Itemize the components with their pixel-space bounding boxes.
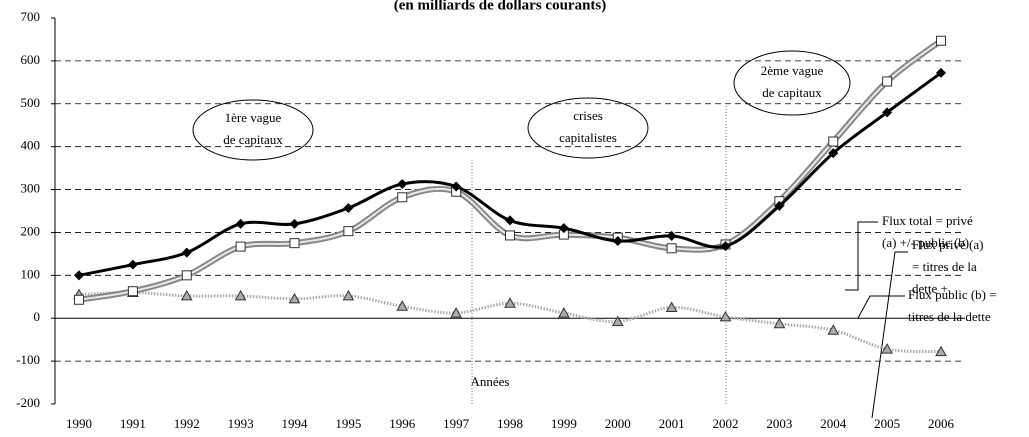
annotation-text: Flux public (b) = — [908, 287, 997, 302]
point — [881, 343, 893, 354]
x-tick-label: 1992 — [174, 416, 200, 431]
x-tick-label: 1990 — [66, 416, 92, 431]
point — [288, 292, 301, 304]
annotation-ellipse — [733, 50, 851, 116]
point — [289, 238, 300, 249]
point — [827, 324, 840, 335]
annotation-text: de capitaux — [762, 85, 822, 100]
x-tick-label: 1999 — [551, 416, 577, 431]
point — [235, 241, 246, 252]
point — [396, 300, 409, 311]
point — [74, 270, 84, 281]
callout-line — [871, 251, 908, 419]
point — [828, 136, 839, 147]
point — [234, 289, 247, 301]
point — [882, 76, 893, 87]
x-tick-label: 1991 — [120, 416, 146, 431]
x-tick-label: 1994 — [282, 416, 309, 431]
y-tick-label: 100 — [21, 266, 41, 281]
annotation-ellipse — [192, 99, 314, 161]
point — [666, 230, 677, 241]
y-tick-label: 300 — [21, 181, 41, 196]
point — [612, 236, 623, 247]
point — [450, 307, 462, 318]
point — [127, 259, 138, 270]
point — [343, 226, 354, 237]
annotation-text: Flux total = privé — [882, 213, 973, 228]
point — [935, 345, 947, 357]
point — [828, 148, 839, 159]
point — [342, 289, 355, 301]
x-tick-label: 1993 — [228, 416, 254, 431]
point — [936, 35, 946, 46]
x-axis-label: Années — [471, 374, 510, 389]
point — [558, 223, 569, 234]
point — [936, 67, 946, 78]
x-tick-label: 2006 — [928, 416, 955, 431]
y-tick-label: 500 — [21, 95, 41, 110]
annotation-text: = titres de la — [912, 259, 977, 274]
annotation-text: capitalistes — [559, 130, 617, 145]
y-tick-label: 400 — [21, 138, 41, 153]
y-tick-label: -100 — [16, 352, 40, 367]
point — [74, 294, 84, 305]
point — [397, 192, 408, 203]
x-tick-label: 2005 — [874, 416, 900, 431]
chart-subtitle: (en milliards de dollars courants) — [394, 0, 607, 13]
y-tick-label: 600 — [21, 52, 41, 67]
annotation-text: 1ère vague — [225, 110, 282, 125]
y-tick-label: 200 — [21, 223, 41, 238]
x-tick-label: 1996 — [389, 416, 416, 431]
point — [882, 107, 893, 118]
point — [343, 202, 354, 213]
annotation-text: Flux privé (a) — [912, 237, 983, 252]
point — [235, 218, 246, 229]
x-tick-label: 2000 — [605, 416, 631, 431]
x-tick-label: 2002 — [713, 416, 739, 431]
point — [451, 181, 462, 192]
annotation-ellipse — [527, 97, 649, 159]
x-tick-label: 2003 — [766, 416, 792, 431]
x-tick-label: 1997 — [443, 416, 470, 431]
point — [504, 297, 516, 308]
point — [611, 315, 624, 327]
x-tick-label: 2001 — [659, 416, 685, 431]
point — [397, 178, 408, 189]
point — [558, 307, 570, 318]
y-tick-label: -200 — [16, 395, 40, 410]
annotation-text: dette + — [912, 281, 948, 296]
callout-line — [845, 221, 878, 291]
point — [666, 243, 677, 254]
point — [505, 230, 515, 241]
annotation-text: de capitaux — [223, 132, 283, 147]
point — [181, 270, 192, 281]
point — [665, 301, 678, 312]
point — [773, 317, 786, 329]
point — [127, 286, 138, 297]
annotation-text: crises — [573, 108, 603, 123]
point — [505, 215, 515, 226]
point — [180, 289, 193, 301]
point — [289, 218, 300, 229]
y-tick-label: 0 — [34, 309, 41, 324]
point — [181, 247, 192, 258]
x-tick-label: 1998 — [497, 416, 523, 431]
annotation-text: titres de la dette — [908, 309, 991, 324]
annotation-text: (a) +/- public (b) — [882, 235, 969, 250]
x-tick-label: 2004 — [820, 416, 847, 431]
y-tick-label: 700 — [21, 9, 41, 24]
annotation-text: 2ème vague — [761, 63, 824, 78]
x-tick-label: 1995 — [335, 416, 361, 431]
point — [719, 310, 732, 322]
point — [720, 241, 731, 252]
callout-line — [857, 295, 905, 319]
series-line — [78, 290, 942, 354]
point — [774, 200, 785, 211]
